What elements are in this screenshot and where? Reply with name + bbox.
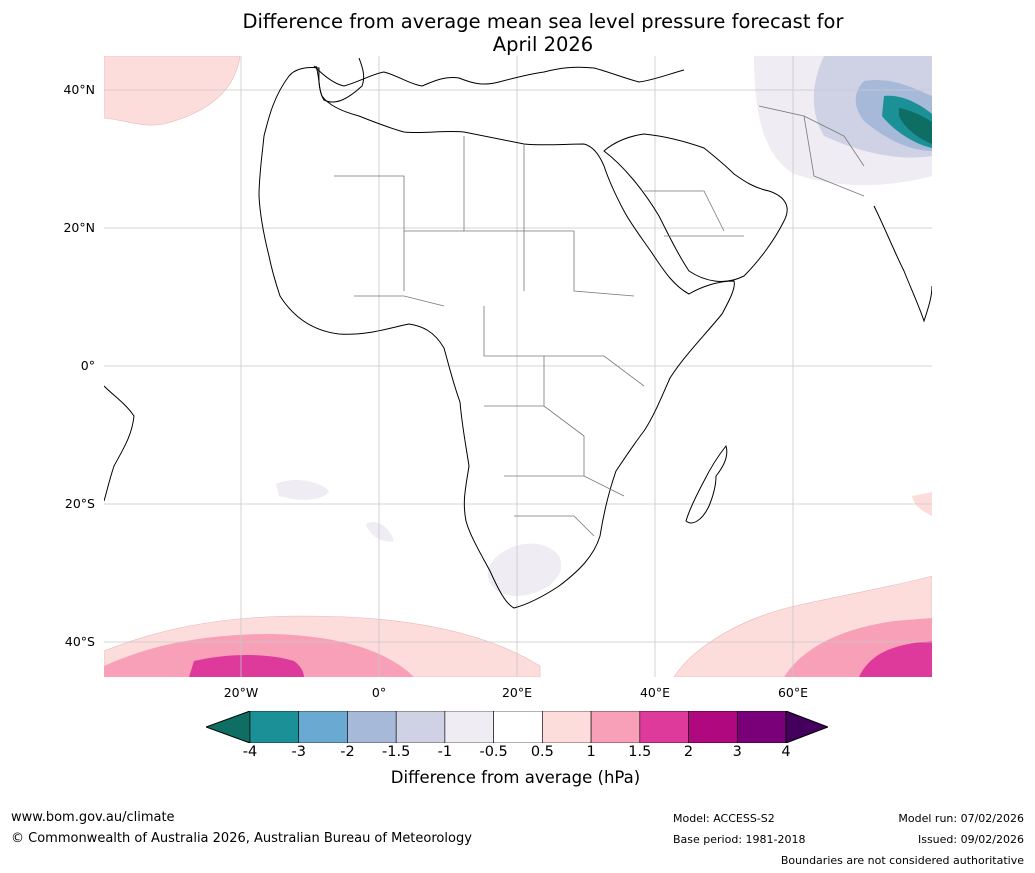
colorbar-box [736,711,787,743]
colorbar-box [395,711,446,743]
colorbar-tick-label: 1 [586,744,596,760]
footer-model-run: Model run: 07/02/2026 [898,812,1024,825]
colorbar-tick-label: -2 [340,744,355,760]
lon-label-60e: 60°E [777,685,809,700]
lat-label-0: 0° [80,358,95,373]
colorbar-box [298,711,348,743]
lon-label-20e: 20°E [501,685,533,700]
colorbar-box [249,711,300,743]
colorbar-box [688,711,738,743]
colorbar-box [639,711,689,743]
colorbar-extend-high [785,711,828,743]
map-panel [104,56,932,677]
colorbar-tick-label: 2 [683,744,694,760]
footer-base-period: Base period: 1981-2018 [673,833,806,846]
colorbar-box [347,711,397,743]
negative-anomaly-south-africa [487,543,562,596]
colorbar-extend-low [206,711,251,743]
positive-anomaly-south-indian-dark [859,641,932,677]
colorbar-tick-label: 0.5 [530,744,554,760]
colorbar-label: Difference from average (hPa) [0,768,1035,787]
colorbar-tick-label: -1.5 [382,744,411,760]
colorbar-tick-label: 3 [732,744,742,760]
lat-label-20s: 20°S [64,496,95,511]
footer-website: www.bom.gov.au/climate [11,810,175,825]
lon-label-40e: 40°E [639,685,671,700]
arabia-coastline [603,133,788,282]
lon-label-0: 0° [371,685,387,700]
title-line-1: Difference from average mean sea level p… [242,10,844,33]
positive-anomaly-nw [104,56,241,126]
colorbar-box [590,711,641,743]
footer-copyright: © Commonwealth of Australia 2026, Austra… [11,831,472,846]
footer-issued: Issued: 09/02/2026 [917,833,1024,846]
colorbar-tick-label: -4 [242,744,258,760]
lat-label-40n: 40°N [63,82,95,97]
title-line-2: April 2026 [492,33,594,56]
colorbar-label-text: Difference from average (hPa) [390,768,641,787]
colorbar-box [493,711,543,743]
positive-anomaly-south-atlantic-dark [189,654,304,677]
colorbar-tick-label: 4 [781,744,791,760]
negative-anomaly-small [366,521,394,542]
madagascar-outline [685,444,728,524]
colorbar-tick-label: 1.5 [628,744,652,760]
india-coastline [873,205,932,323]
colorbar-box [542,711,592,743]
footer-model: Model: ACCESS-S2 [673,812,775,825]
africa-coastline [258,67,735,609]
chart-title: Difference from average mean sea level p… [0,10,1035,56]
lat-label-20n: 20°N [63,220,95,235]
europe-coastline [313,65,685,87]
colorbar-tick-label: -0.5 [479,744,508,760]
south-america-coastline [104,385,135,502]
iberia-outline [315,57,365,103]
colorbar [206,711,828,743]
country-borders [334,105,865,537]
negative-anomaly-asia-deep [899,108,932,144]
footer-disclaimer: Boundaries are not considered authoritat… [780,854,1024,867]
colorbar-tick-label: -3 [291,744,306,760]
negative-anomaly-atlantic [276,480,329,500]
gridlines [104,56,932,677]
colorbar-tick-label: -1 [437,744,453,760]
colorbar-box [444,711,494,743]
lat-label-40s: 40°S [64,634,95,649]
lon-label-20w: 20°W [223,685,259,700]
